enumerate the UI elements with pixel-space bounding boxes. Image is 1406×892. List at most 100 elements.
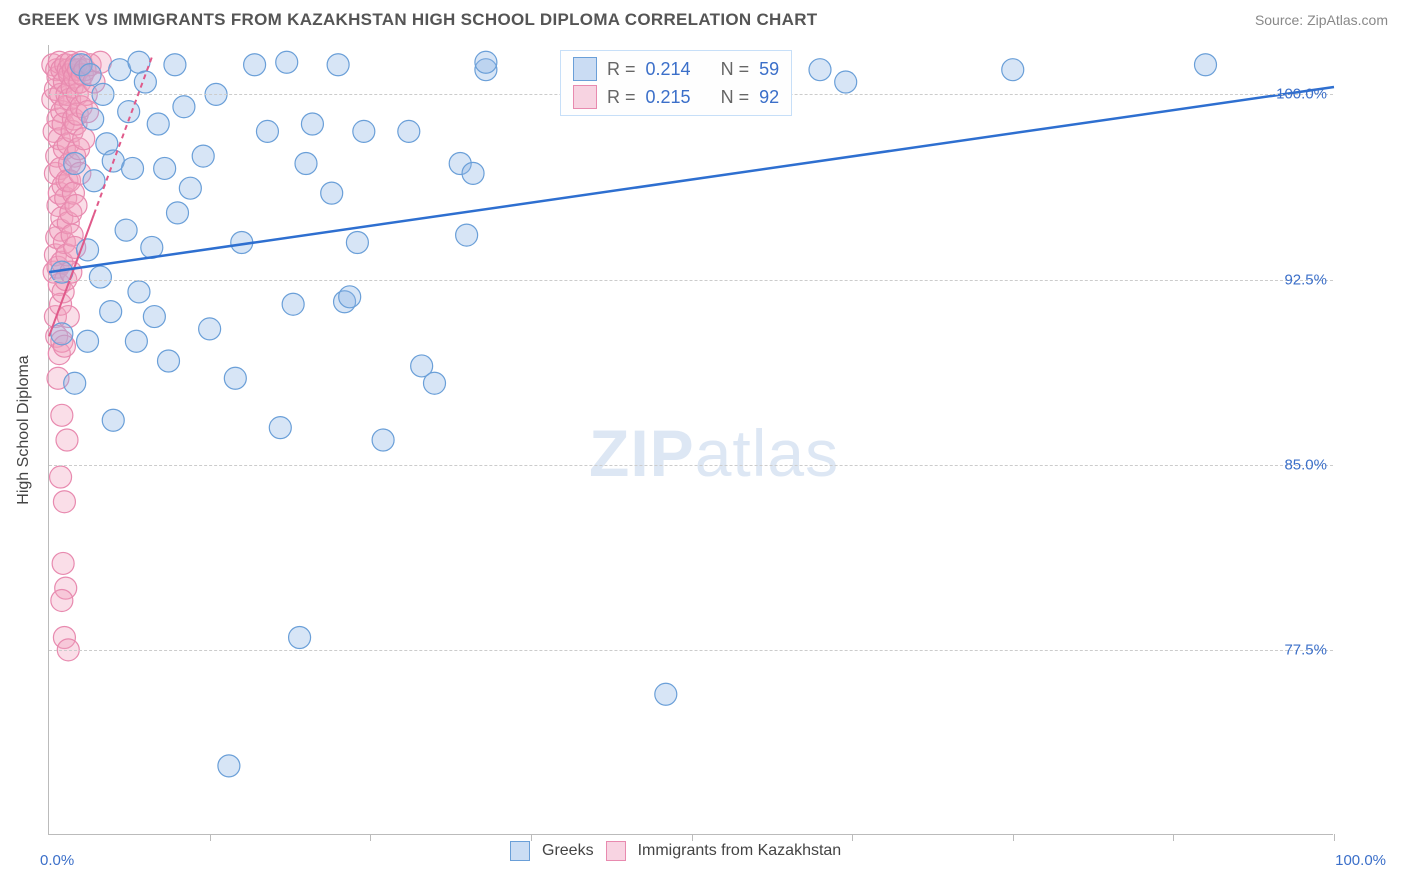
data-point <box>295 153 317 175</box>
legend-n-value: 59 <box>759 59 779 80</box>
y-axis-title: High School Diploma <box>15 355 33 504</box>
series-legend: Greeks Immigrants from Kazakhstan <box>510 841 841 861</box>
data-point <box>56 429 78 451</box>
legend-r-label: R = <box>607 59 636 80</box>
data-point <box>179 177 201 199</box>
data-point <box>51 589 73 611</box>
data-point <box>256 120 278 142</box>
y-tick-label: 77.5% <box>1284 641 1327 658</box>
legend-swatch <box>573 85 597 109</box>
legend-series-label: Greeks <box>542 842 594 860</box>
gridline-h <box>49 465 1333 466</box>
x-tick <box>1173 834 1174 841</box>
data-point <box>655 683 677 705</box>
data-point <box>53 491 75 513</box>
data-point <box>327 54 349 76</box>
data-point <box>50 466 72 488</box>
title-bar: GREEK VS IMMIGRANTS FROM KAZAKHSTAN HIGH… <box>18 10 1388 30</box>
scatter-chart <box>49 45 1333 834</box>
data-point <box>224 367 246 389</box>
data-point <box>353 120 375 142</box>
data-point <box>475 51 497 73</box>
data-point <box>269 417 291 439</box>
x-axis-min-label: 0.0% <box>40 852 74 869</box>
data-point <box>52 552 74 574</box>
data-point <box>372 429 394 451</box>
data-point <box>276 51 298 73</box>
data-point <box>64 153 86 175</box>
data-point <box>134 71 156 93</box>
x-tick <box>370 834 371 841</box>
x-tick <box>852 834 853 841</box>
data-point <box>122 157 144 179</box>
legend-n-label: N = <box>721 87 750 108</box>
legend-r-value: 0.215 <box>646 87 691 108</box>
x-tick <box>210 834 211 841</box>
data-point <box>79 64 101 86</box>
chart-title: GREEK VS IMMIGRANTS FROM KAZAKHSTAN HIGH… <box>18 10 817 30</box>
data-point <box>65 194 87 216</box>
gridline-h <box>49 650 1333 651</box>
data-point <box>158 350 180 372</box>
data-point <box>282 293 304 315</box>
source-label: Source: ZipAtlas.com <box>1255 12 1388 28</box>
data-point <box>199 318 221 340</box>
data-point <box>77 330 99 352</box>
data-point <box>321 182 343 204</box>
data-point <box>398 120 420 142</box>
data-point <box>192 145 214 167</box>
data-point <box>51 404 73 426</box>
legend-row: R = 0.214 N = 59 <box>573 57 779 81</box>
correlation-legend: R = 0.214 N = 59 R = 0.215 N = 92 <box>560 50 792 116</box>
data-point <box>173 96 195 118</box>
data-point <box>809 59 831 81</box>
x-axis-max-label: 100.0% <box>1335 852 1386 869</box>
data-point <box>102 409 124 431</box>
data-point <box>100 301 122 323</box>
data-point <box>154 157 176 179</box>
data-point <box>128 281 150 303</box>
data-point <box>115 219 137 241</box>
data-point <box>51 323 73 345</box>
data-point <box>143 306 165 328</box>
legend-swatch <box>510 841 530 861</box>
legend-n-label: N = <box>721 59 750 80</box>
legend-n-value: 92 <box>759 87 779 108</box>
data-point <box>89 266 111 288</box>
y-tick-label: 85.0% <box>1284 456 1327 473</box>
data-point <box>244 54 266 76</box>
x-tick <box>692 834 693 841</box>
legend-row: R = 0.215 N = 92 <box>573 85 779 109</box>
data-point <box>346 232 368 254</box>
plot-area: ZIPatlas 77.5%85.0%92.5%100.0% <box>48 45 1333 835</box>
legend-swatch <box>573 57 597 81</box>
data-point <box>125 330 147 352</box>
data-point <box>462 162 484 184</box>
data-point <box>82 108 104 130</box>
data-point <box>1195 54 1217 76</box>
y-tick-label: 92.5% <box>1284 271 1327 288</box>
data-point <box>835 71 857 93</box>
x-tick <box>1013 834 1014 841</box>
legend-swatch <box>606 841 626 861</box>
legend-series-label: Immigrants from Kazakhstan <box>638 842 842 860</box>
data-point <box>218 755 240 777</box>
data-point <box>167 202 189 224</box>
data-point <box>147 113 169 135</box>
data-point <box>289 627 311 649</box>
data-point <box>339 286 361 308</box>
data-point <box>424 372 446 394</box>
data-point <box>164 54 186 76</box>
legend-r-label: R = <box>607 87 636 108</box>
y-tick-label: 100.0% <box>1276 86 1327 103</box>
data-point <box>64 372 86 394</box>
x-tick <box>1334 834 1335 841</box>
data-point <box>1002 59 1024 81</box>
gridline-h <box>49 280 1333 281</box>
data-point <box>456 224 478 246</box>
x-tick <box>531 834 532 841</box>
data-point <box>73 128 95 150</box>
data-point <box>83 170 105 192</box>
legend-r-value: 0.214 <box>646 59 691 80</box>
data-point <box>301 113 323 135</box>
